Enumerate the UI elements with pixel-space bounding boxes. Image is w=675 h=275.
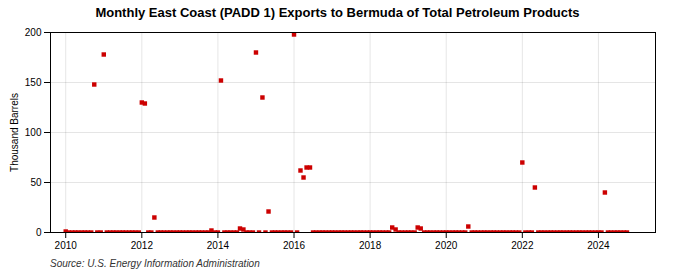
svg-text:2022: 2022 [511, 240, 534, 251]
svg-text:Thousand Barrels: Thousand Barrels [9, 93, 20, 172]
svg-text:2018: 2018 [359, 240, 382, 251]
svg-text:2010: 2010 [55, 240, 78, 251]
svg-text:2024: 2024 [587, 240, 610, 251]
svg-text:50: 50 [30, 177, 42, 188]
svg-text:2014: 2014 [207, 240, 230, 251]
html-text:Source: U.S. Energy Informatio: Source: U.S. Energy Information Administ… [50, 258, 260, 269]
svg-text:150: 150 [25, 77, 42, 88]
svg-text:0: 0 [36, 227, 42, 238]
svg-text:2012: 2012 [131, 240, 154, 251]
html-text:Monthly East Coast (PADD 1) Ex: Monthly East Coast (PADD 1) Exports to B… [95, 5, 580, 20]
svg-text:100: 100 [25, 127, 42, 138]
svg-text:200: 200 [25, 27, 42, 38]
svg-text:2016: 2016 [283, 240, 306, 251]
svg-text:2020: 2020 [435, 240, 458, 251]
